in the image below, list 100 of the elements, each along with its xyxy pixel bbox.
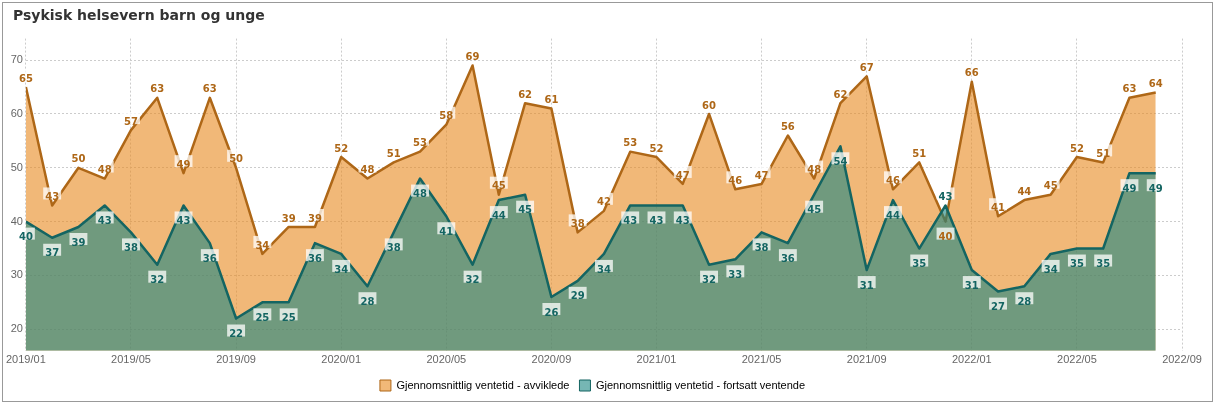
x-tick-label: 2021/05: [741, 353, 782, 366]
data-label: 43: [623, 215, 638, 227]
data-label: 48: [413, 188, 428, 200]
data-label: 32: [150, 274, 165, 286]
data-label: 63: [1122, 83, 1137, 95]
x-tick-label: 2019/01: [6, 353, 46, 366]
data-label: 49: [1122, 182, 1137, 194]
y-tick-label: 40: [10, 214, 23, 227]
data-label: 48: [97, 164, 112, 176]
data-label: 35: [1096, 258, 1111, 270]
data-label: 35: [912, 258, 927, 270]
data-label: 49: [1148, 182, 1163, 194]
data-label: 28: [1017, 295, 1032, 307]
data-label: 43: [97, 215, 112, 227]
data-label: 44: [491, 209, 506, 221]
data-label: 25: [281, 311, 296, 323]
data-label: 34: [1043, 263, 1058, 275]
x-tick-label: 2021/01: [636, 353, 677, 366]
data-label: 50: [229, 153, 244, 165]
data-label: 46: [728, 174, 743, 186]
data-label: 52: [1069, 142, 1084, 154]
data-label: 37: [45, 247, 60, 259]
data-label: 69: [465, 51, 480, 63]
x-tick-label: 2020/05: [426, 353, 467, 366]
data-label: 43: [649, 215, 664, 227]
data-label: 51: [386, 148, 401, 159]
data-label: 53: [623, 137, 638, 149]
data-label: 31: [859, 279, 874, 291]
data-label: 40: [18, 231, 33, 243]
data-label: 25: [255, 311, 270, 323]
data-label: 41: [439, 225, 454, 237]
data-label: 38: [124, 241, 138, 253]
data-label: 27: [991, 301, 1006, 313]
data-label: 54: [833, 155, 848, 167]
data-label: 52: [334, 142, 349, 154]
data-label: 57: [124, 115, 138, 127]
data-label: 39: [71, 236, 86, 248]
data-label: 40: [938, 231, 953, 243]
data-label: 51: [912, 148, 927, 159]
x-tick-label: 2021/09: [846, 353, 887, 366]
legend-label: Gjennomsnittlig ventetid - avviklede: [396, 378, 570, 391]
data-label: 41: [991, 201, 1006, 213]
data-label: 42: [596, 196, 611, 208]
data-label: 38: [754, 241, 769, 253]
data-label: 43: [938, 191, 953, 203]
data-label: 47: [675, 169, 690, 181]
data-label: 58: [439, 110, 454, 122]
data-label: 39: [281, 212, 296, 224]
data-label: 38: [386, 241, 401, 253]
data-label: 51: [1096, 148, 1111, 159]
chart-title: Psykisk helsevern barn og unge: [13, 7, 265, 23]
y-tick-label: 70: [10, 53, 23, 66]
x-tick-label: 2019/09: [216, 353, 256, 366]
data-label: 48: [807, 164, 822, 176]
data-label: 22: [229, 328, 244, 340]
data-label: 36: [307, 252, 322, 264]
data-label: 34: [596, 263, 611, 275]
data-label: 26: [544, 306, 559, 318]
data-label: 35: [1069, 258, 1084, 270]
data-label: 43: [675, 215, 690, 227]
y-tick-label: 50: [10, 160, 23, 173]
data-label: 52: [649, 142, 664, 154]
data-label: 50: [71, 153, 86, 165]
data-label: 45: [518, 204, 533, 216]
data-label: 32: [465, 274, 480, 286]
data-label: 34: [334, 263, 349, 275]
data-label: 44: [1017, 185, 1032, 197]
data-label: 44: [886, 209, 900, 221]
data-label: 45: [1043, 180, 1058, 192]
data-label: 49: [176, 158, 191, 170]
data-label: 65: [18, 72, 33, 84]
data-label: 60: [702, 99, 717, 111]
data-label: 63: [202, 83, 217, 95]
data-label: 46: [886, 174, 900, 186]
data-label: 36: [780, 252, 795, 264]
x-tick-label: 2022/09: [1162, 353, 1202, 366]
data-label: 67: [859, 61, 874, 73]
data-label: 45: [807, 204, 822, 216]
data-label: 56: [780, 121, 795, 133]
y-tick-label: 20: [10, 322, 23, 335]
x-tick-label: 2020/09: [531, 353, 572, 366]
y-tick-label: 60: [10, 106, 23, 119]
data-label: 53: [413, 137, 428, 149]
x-tick-label: 2022/05: [1057, 353, 1097, 366]
data-label: 39: [307, 212, 322, 224]
data-label: 33: [728, 268, 743, 280]
legend-label: Gjennomsnittlig ventetid - fortsatt ventende: [595, 378, 806, 391]
data-label: 28: [360, 295, 375, 307]
x-tick-label: 2022/01: [951, 353, 992, 366]
data-label: 63: [150, 83, 165, 95]
data-label: 36: [202, 252, 217, 264]
y-tick-label: 30: [10, 268, 23, 281]
x-tick-label: 2020/01: [321, 353, 362, 366]
data-label: 47: [754, 169, 769, 181]
data-label: 62: [833, 88, 848, 100]
data-label: 34: [255, 239, 270, 251]
data-label: 38: [570, 217, 585, 229]
data-label: 64: [1148, 78, 1163, 90]
data-label: 43: [45, 191, 60, 203]
data-label: 48: [360, 164, 375, 176]
